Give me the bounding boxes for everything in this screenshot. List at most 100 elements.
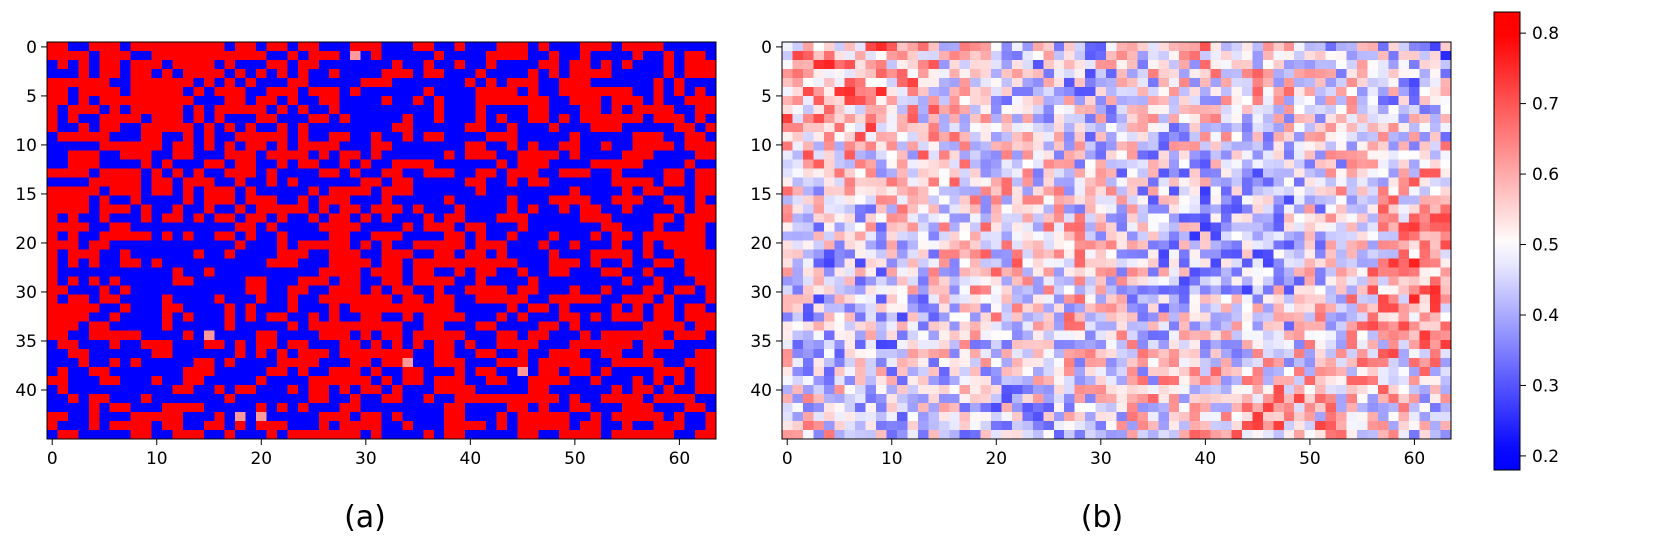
heatmap-cell [1419,114,1431,124]
heatmap-cell [161,348,174,359]
heatmap-cell [663,267,675,278]
heatmap-cell [329,69,341,79]
heatmap-cell [705,87,717,97]
heatmap-cell [276,213,289,224]
heatmap-cell [621,123,633,133]
heatmap-cell [475,51,487,61]
heatmap-cell [141,402,153,413]
heatmap-cell [88,159,100,169]
heatmap-cell [1356,132,1368,142]
heatmap-cell [151,411,163,422]
heatmap-cell [663,60,675,70]
heatmap-cell [1043,150,1055,160]
heatmap-cell [1064,150,1076,160]
heatmap-cell [339,348,351,359]
heatmap-cell [141,276,153,287]
heatmap-cell [182,267,194,278]
heatmap-cell [1440,96,1452,106]
heatmap-cell [1377,213,1389,224]
heatmap-cell [580,141,592,151]
heatmap-cell [1221,87,1233,97]
heatmap-cell [151,312,163,323]
heatmap-cell [601,231,613,242]
heatmap-cell [813,330,825,341]
heatmap-cell [876,267,888,278]
heatmap-cell [559,60,571,70]
heatmap-cell [1074,87,1086,97]
heatmap-cell [928,267,940,278]
heatmap-cell [1377,240,1389,251]
heatmap-cell [684,231,696,242]
heatmap-cell [318,141,330,151]
heatmap-cell [1126,87,1138,97]
heatmap-cell [1074,141,1086,151]
heatmap-cell [141,303,153,314]
heatmap-cell [381,87,393,97]
heatmap-cell [1085,294,1097,305]
heatmap-cell [611,411,623,422]
heatmap-cell [161,231,174,242]
heatmap-cell [130,42,142,52]
heatmap-cell [1336,240,1348,251]
heatmap-cell [674,141,686,151]
heatmap-cell [506,204,518,215]
heatmap-cell [674,177,686,187]
heatmap-cell [1085,321,1097,332]
heatmap-cell [78,249,90,260]
heatmap-cell [1304,51,1316,61]
heatmap-cell [475,294,487,305]
heatmap-cell [653,123,665,133]
heatmap-cell [1179,312,1191,323]
heatmap-cell [949,132,961,142]
heatmap-cell [1095,141,1107,151]
heatmap-cell [339,393,351,404]
heatmap-cell [1074,312,1086,323]
heatmap-cell [959,105,971,115]
heatmap-cell [78,114,90,124]
heatmap-cell [1168,105,1180,115]
heatmap-cell [813,51,825,61]
heatmap-cell [980,132,992,142]
heatmap-cell [99,132,111,142]
heatmap-cell [1064,96,1076,106]
heatmap-cell [674,384,686,395]
heatmap-cell [782,177,794,187]
heatmap-cell [517,159,529,169]
heatmap-cell [642,294,654,305]
heatmap-cell [632,150,644,160]
heatmap-cell [412,195,424,206]
heatmap-cell [1032,330,1044,341]
heatmap-cell [1064,204,1076,215]
heatmap-cell [792,303,804,314]
heatmap-cell [1440,132,1452,142]
heatmap-cell [611,321,623,332]
heatmap-cell [1273,294,1285,305]
heatmap-cell [99,357,111,368]
heatmap-cell [245,330,257,341]
heatmap-cell [1200,195,1212,206]
heatmap-cell [350,276,362,287]
heatmap-cell [855,96,867,106]
heatmap-cell [580,222,592,233]
heatmap-cell [402,411,414,422]
heatmap-cell [548,231,560,242]
heatmap-cell [423,123,435,133]
heatmap-cell [402,420,414,431]
heatmap-cell [412,105,424,115]
heatmap-cell [1043,195,1055,206]
heatmap-cell [256,330,268,341]
heatmap-cell [465,411,477,422]
heatmap-cell [663,69,675,79]
heatmap-cell [1398,123,1410,133]
heatmap-cell [1315,285,1327,296]
heatmap-cell [465,87,477,97]
heatmap-cell [109,159,121,169]
heatmap-cell [130,249,142,260]
heatmap-cell [695,384,707,395]
heatmap-cell [276,249,289,260]
heatmap-cell [412,330,424,341]
heatmap-cell [1022,204,1034,215]
heatmap-cell [1147,132,1159,142]
heatmap-cell [433,276,445,287]
heatmap-cell [339,321,351,332]
